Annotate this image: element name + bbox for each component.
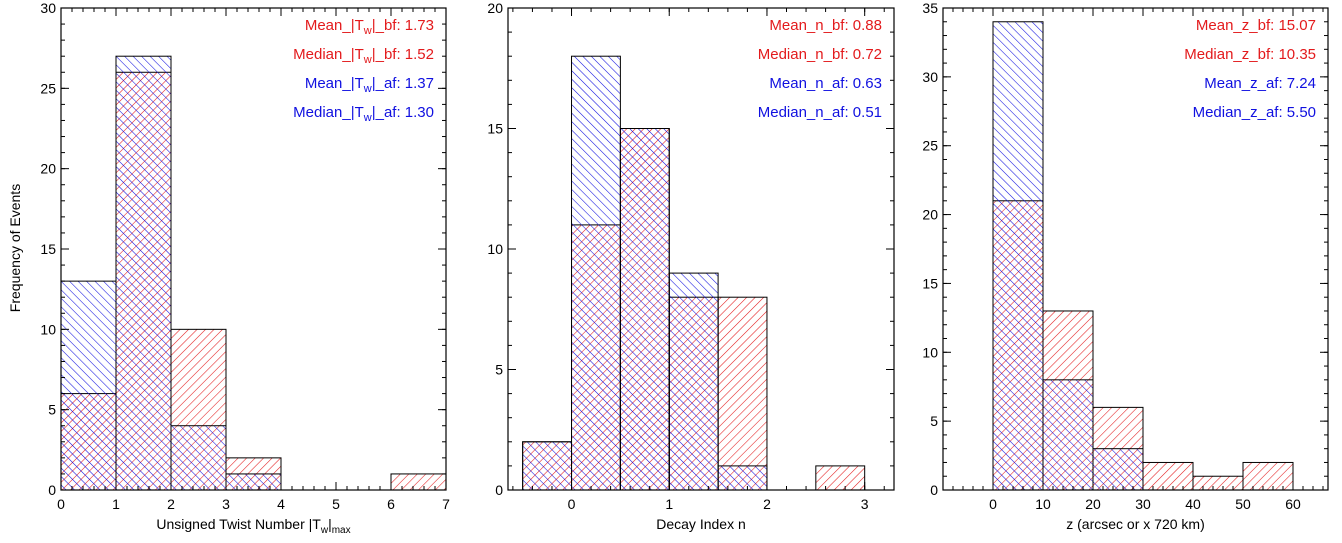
panel-decay-index: 0 1 2 3 0 5 10 15 20 Decay Index n Mean_n_bf: 0.88…	[487, 0, 895, 532]
x-tick-label: 20	[1085, 496, 1101, 512]
bar-af-1	[1042, 379, 1094, 491]
y-tick-label: 15	[40, 241, 56, 257]
y-tick-label: 20	[922, 207, 938, 223]
y-tick-label: 15	[922, 275, 938, 291]
y-tick-label: 5	[930, 413, 938, 429]
bar-bf-5	[1242, 461, 1294, 491]
x-tick-label: 4	[277, 496, 285, 512]
y-tick-label: 10	[40, 321, 56, 337]
x-axis-label: Unsigned Twist Number |Tw|max	[156, 516, 350, 536]
x-tick-label: 1	[665, 496, 673, 512]
bar-bf-5	[815, 465, 866, 491]
x-axis-label: z (arcsec or x 720 km)	[1066, 516, 1204, 532]
x-tick-label: 0	[568, 496, 576, 512]
x-tick-label: 3	[222, 496, 230, 512]
y-tick-label: 0	[495, 482, 503, 498]
bar-af-1	[115, 55, 172, 491]
bar-af-1	[571, 55, 621, 491]
x-tick-label: 5	[332, 496, 340, 512]
stat-annotation: Median_z_af: 5.50	[1193, 104, 1316, 121]
x-axis-label: Decay Index n	[656, 516, 746, 532]
plot-frame	[942, 7, 1329, 491]
bar-af-2	[1092, 448, 1144, 491]
stat-annotation: Median_|Tw|_af: 1.30	[293, 104, 434, 124]
stat-annotation: Median_n_bf: 0.72	[758, 46, 882, 63]
x-tick-label: 7	[442, 496, 450, 512]
y-axis-label: Frequency of Events	[7, 184, 23, 312]
bar-af-2	[619, 128, 670, 491]
stat-annotation: Mean_|Tw|_bf: 1.73	[305, 17, 434, 37]
y-tick-label: 5	[495, 362, 503, 378]
stat-annotation: Mean_|Tw|_af: 1.37	[305, 75, 434, 95]
x-tick-label: 0	[989, 496, 997, 512]
y-tick-label: 25	[40, 80, 56, 96]
y-tick-label: 25	[922, 138, 938, 154]
bar-bf-4	[1192, 475, 1244, 491]
panel-height: 0 10 20 30 40 50 60 0 5 10 15 20 25 30 35 z (arcsec or …	[922, 0, 1329, 532]
stat-annotation: Mean_z_bf: 15.07	[1196, 17, 1316, 34]
bar-af-3	[225, 473, 282, 491]
bar-af-4	[717, 465, 768, 491]
x-tick-label: 60	[1285, 496, 1301, 512]
stat-annotation: Median_|Tw|_bf: 1.52	[293, 46, 434, 66]
bar-bf-4	[717, 296, 768, 491]
y-tick-label: 35	[922, 0, 938, 16]
x-tick-label: 6	[387, 496, 395, 512]
x-tick-label: 40	[1185, 496, 1201, 512]
x-tick-label: 0	[57, 496, 65, 512]
bar-bf-3	[1142, 461, 1194, 491]
stat-annotation: Mean_z_af: 7.24	[1204, 75, 1316, 92]
y-tick-label: 0	[930, 482, 938, 498]
bar-af-3	[668, 272, 719, 491]
y-tick-label: 0	[48, 482, 56, 498]
bar-af-0	[992, 21, 1044, 491]
y-tick-label: 10	[487, 241, 503, 257]
x-tick-label: 30	[1135, 496, 1151, 512]
stat-annotation: Median_n_af: 0.51	[758, 104, 882, 121]
y-tick-label: 20	[487, 0, 503, 16]
x-tick-label: 3	[861, 496, 869, 512]
bar-af-0	[522, 441, 573, 491]
x-tick-label: 2	[167, 496, 175, 512]
stat-annotation: Mean_n_af: 0.63	[769, 75, 882, 92]
x-tick-label: 2	[763, 496, 771, 512]
y-tick-label: 5	[48, 402, 56, 418]
stat-annotation: Mean_n_bf: 0.88	[769, 17, 882, 34]
y-tick-label: 10	[922, 344, 938, 360]
x-tick-label: 10	[1035, 496, 1051, 512]
stat-annotation: Median_z_bf: 10.35	[1184, 46, 1316, 63]
bar-af-2	[170, 425, 227, 491]
bar-bf-4	[390, 473, 447, 491]
panel-twist-number: 0 1 2 3 4 5 6 7 0 5 10 15 20 25 30 Unsigned Twist Numbe…	[40, 0, 450, 536]
x-tick-label: 1	[112, 496, 120, 512]
y-tick-label: 15	[487, 121, 503, 137]
x-tick-label: 50	[1235, 496, 1251, 512]
bar-af-0	[60, 280, 117, 491]
y-tick-label: 30	[922, 69, 938, 85]
y-tick-label: 20	[40, 161, 56, 177]
y-tick-label: 30	[40, 0, 56, 16]
